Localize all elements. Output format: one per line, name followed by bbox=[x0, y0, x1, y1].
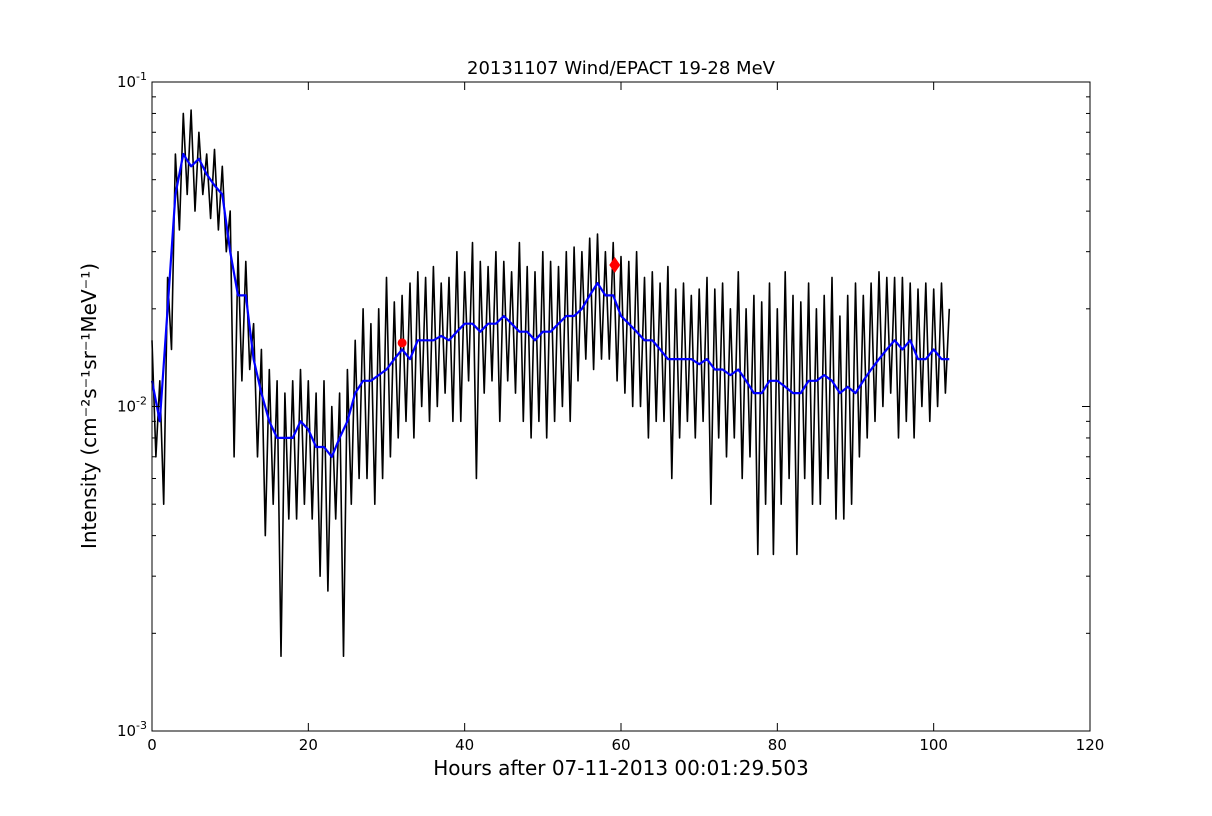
series-line-smoothed bbox=[150, 152, 950, 458]
chart-title: 20131107 Wind/EPACT 19-28 MeV bbox=[467, 58, 776, 79]
x-tick-label: 20 bbox=[299, 736, 318, 754]
plot-area: 0 20 40 60 80 100 120 10-3 10-2 10-1 bbox=[117, 70, 1104, 754]
x-tick-label: 60 bbox=[611, 736, 630, 754]
marker-diamond bbox=[609, 256, 621, 273]
y-tick-label: 10-3 bbox=[117, 719, 147, 740]
x-tick-label: 0 bbox=[147, 736, 157, 754]
x-tick-label: 80 bbox=[768, 736, 787, 754]
series-line-raw bbox=[151, 109, 951, 658]
y-axis-label: Intensity (cm⁻²s⁻¹sr⁻¹MeV⁻¹) bbox=[77, 263, 101, 549]
x-tick-label: 100 bbox=[919, 736, 948, 754]
y-tick-label: 10-2 bbox=[117, 395, 147, 416]
x-tick-label: 40 bbox=[455, 736, 474, 754]
y-tick-label: 10-1 bbox=[117, 70, 147, 91]
x-axis-label: Hours after 07-11-2013 00:01:29.503 bbox=[433, 756, 809, 780]
x-tick-label: 120 bbox=[1076, 736, 1105, 754]
marker-circle bbox=[397, 338, 407, 348]
